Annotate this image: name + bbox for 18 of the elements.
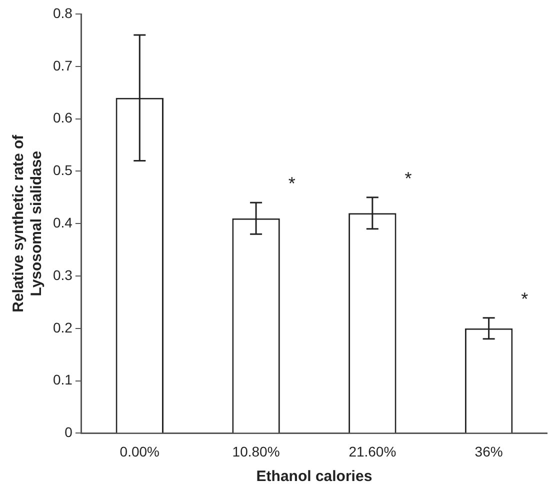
- y-tick-label: 0.5: [52, 162, 73, 178]
- y-tick-label: 0.6: [52, 110, 73, 126]
- y-tick-label: 0.1: [52, 372, 73, 388]
- y-tick-label: 0.7: [52, 57, 73, 74]
- x-tick-label: 0.00%: [120, 443, 160, 460]
- y-tick-label: 0.2: [52, 319, 73, 336]
- x-tick-label: 21.60%: [348, 443, 396, 460]
- annotation: *: [521, 288, 528, 309]
- annotation: *: [288, 174, 296, 194]
- x-tick-label: 10.80%: [232, 443, 280, 460]
- y-tick-label: 0.3: [52, 266, 73, 283]
- y-tick-label: 0: [64, 424, 73, 440]
- y-tick-label: 0.8: [52, 4, 73, 21]
- x-tick-label: 36%: [474, 443, 503, 460]
- x-axis-title: Ethanol calories: [256, 468, 372, 486]
- y-axis-title: Relative synthetic rate of Lysosomal sialidase: [10, 134, 46, 312]
- y-tick-label: 0.4: [52, 214, 73, 230]
- annotation: *: [404, 168, 412, 188]
